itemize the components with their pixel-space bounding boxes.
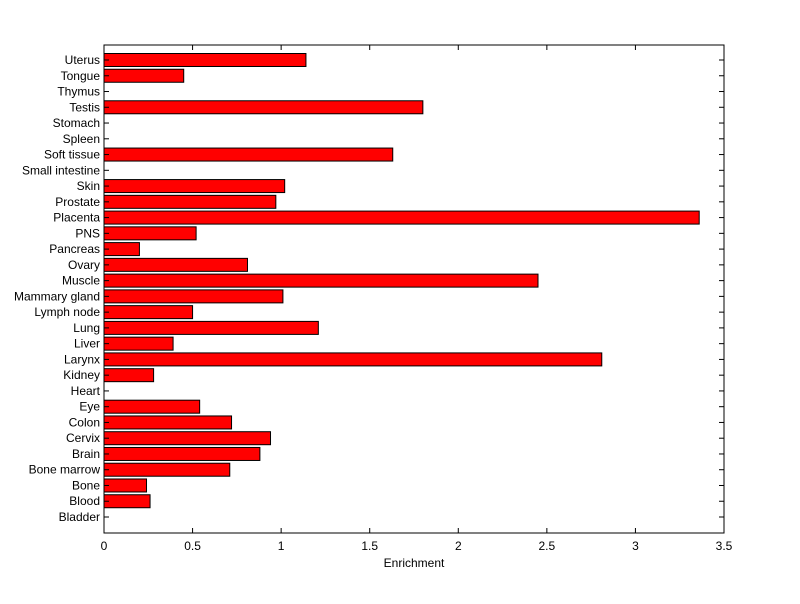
bar-bone-marrow <box>103 462 231 477</box>
x-tick-label: 0.5 <box>184 539 201 553</box>
y-tick-label-placenta: Placenta <box>53 211 100 225</box>
y-tick-label-prostate: Prostate <box>55 195 100 209</box>
y-tick-label-skin: Skin <box>77 179 100 193</box>
bar-lung <box>103 320 319 335</box>
y-tick-label-bladder: Bladder <box>59 510 100 524</box>
bar-mammary-gland <box>103 289 284 304</box>
bar-soft-tissue <box>103 147 394 162</box>
bar-uterus <box>103 53 307 67</box>
bar-colon <box>103 415 233 430</box>
y-tick-label-stomach: Stomach <box>53 116 100 130</box>
y-tick-label-heart: Heart <box>71 384 101 398</box>
x-axis-label: Enrichment <box>384 556 445 570</box>
y-tick-label-soft-tissue: Soft tissue <box>44 148 100 162</box>
bar-eye <box>103 399 201 414</box>
bars-group <box>103 53 700 509</box>
x-ticks-group: 0 0.5 1 1.5 2 2.5 3 3.5 <box>101 45 733 553</box>
y-tick-label-bone-marrow: Bone marrow <box>29 463 101 477</box>
bar-kidney <box>103 368 155 383</box>
x-tick-label: 3.5 <box>716 539 733 553</box>
bar-muscle <box>103 273 539 288</box>
bar-prostate <box>103 194 277 209</box>
y-tick-label-ovary: Ovary <box>68 258 100 272</box>
bar-skin <box>103 179 286 194</box>
y-tick-label-colon: Colon <box>69 415 100 429</box>
y-tick-label-muscle: Muscle <box>62 274 100 288</box>
y-tick-label-uterus: Uterus <box>65 53 100 67</box>
x-tick-label: 2.5 <box>539 539 556 553</box>
x-tick-label: 1 <box>278 539 285 553</box>
bar-liver <box>103 336 174 351</box>
y-tick-label-testis: Testis <box>69 100 100 114</box>
y-tick-label-pancreas: Pancreas <box>49 242 100 256</box>
x-tick-label: 1.5 <box>361 539 378 553</box>
bar-brain <box>103 446 261 461</box>
y-tick-label-tongue: Tongue <box>61 69 101 83</box>
y-tick-label-mammary-gland: Mammary gland <box>14 289 100 303</box>
bar-testis <box>103 100 424 115</box>
y-tick-label-small-intestine: Small intestine <box>22 163 100 177</box>
bar-pancreas <box>103 242 140 257</box>
y-tick-label-kidney: Kidney <box>63 368 100 382</box>
y-tick-label-pns: PNS <box>75 226 100 240</box>
bar-blood <box>103 494 151 509</box>
bar-ovary <box>103 257 248 272</box>
bar-pns <box>103 226 197 241</box>
bar-bone <box>103 478 148 493</box>
x-tick-label: 3 <box>632 539 639 553</box>
y-tick-label-liver: Liver <box>74 337 100 351</box>
y-tick-label-cervix: Cervix <box>66 431 100 445</box>
y-tick-label-lymph-node: Lymph node <box>34 305 100 319</box>
y-tick-label-bone: Bone <box>72 478 100 492</box>
y-tick-label-lung: Lung <box>73 321 100 335</box>
y-tick-label-eye: Eye <box>79 400 100 414</box>
bar-placenta <box>103 210 700 225</box>
bar-tongue <box>103 68 185 83</box>
y-tick-label-larynx: Larynx <box>64 352 100 366</box>
bar-lymph-node <box>103 305 194 320</box>
y-tick-label-thymus: Thymus <box>57 85 100 99</box>
bar-cervix <box>103 431 272 446</box>
y-tick-label-brain: Brain <box>72 447 100 461</box>
bar-larynx <box>103 352 603 367</box>
x-tick-label: 0 <box>101 539 108 553</box>
x-tick-label: 2 <box>455 539 462 553</box>
y-tick-label-spleen: Spleen <box>63 132 100 146</box>
y-tick-label-blood: Blood <box>69 494 100 508</box>
